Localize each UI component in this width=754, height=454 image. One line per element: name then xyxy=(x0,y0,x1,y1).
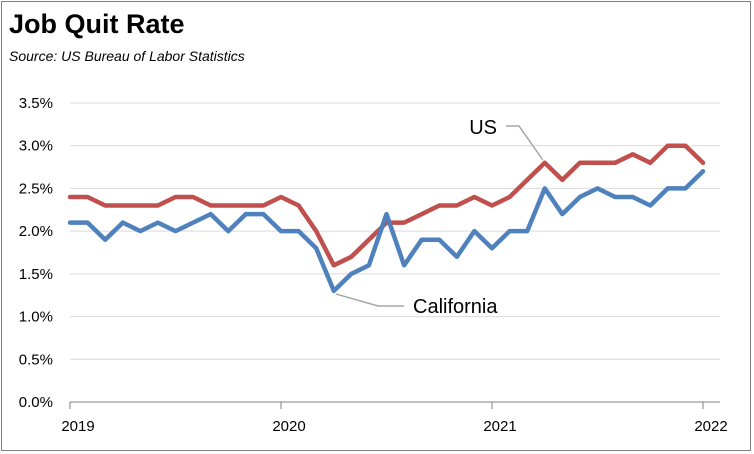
series-line-us xyxy=(67,143,706,268)
us-series-label: US xyxy=(469,117,497,139)
y-tick-label: 2.0% xyxy=(19,223,53,240)
chart-title: Job Quit Rate xyxy=(9,9,185,39)
series-lines xyxy=(67,143,706,294)
y-tick-label: 2.5% xyxy=(19,180,53,197)
us-leader-line xyxy=(506,125,544,161)
x-tick-label: 2021 xyxy=(483,418,516,435)
gridlines xyxy=(70,102,720,360)
chart-subtitle: Source: US Bureau of Labor Statistics xyxy=(9,48,245,64)
x-tick-label: 2019 xyxy=(61,418,94,435)
x-tick-label: 2020 xyxy=(272,418,305,435)
y-tick-label: 0.0% xyxy=(19,394,53,411)
annotations: US California xyxy=(335,117,544,318)
x-tick-label: 2022 xyxy=(694,418,727,435)
y-tick-label: 1.5% xyxy=(19,266,53,283)
y-tick-label: 0.5% xyxy=(19,351,53,368)
california-series-label: California xyxy=(413,296,498,318)
y-tick-label: 3.5% xyxy=(19,95,53,112)
y-tick-label: 3.0% xyxy=(19,138,53,155)
california-leader-line xyxy=(335,293,404,307)
series-line-california xyxy=(67,169,706,294)
axes: 0.0% 0.5% 1.0% 1.5% 2.0% 2.5% 3.0% 3.5% 2019 2020… xyxy=(19,95,728,435)
y-tick-label: 1.0% xyxy=(19,309,53,326)
